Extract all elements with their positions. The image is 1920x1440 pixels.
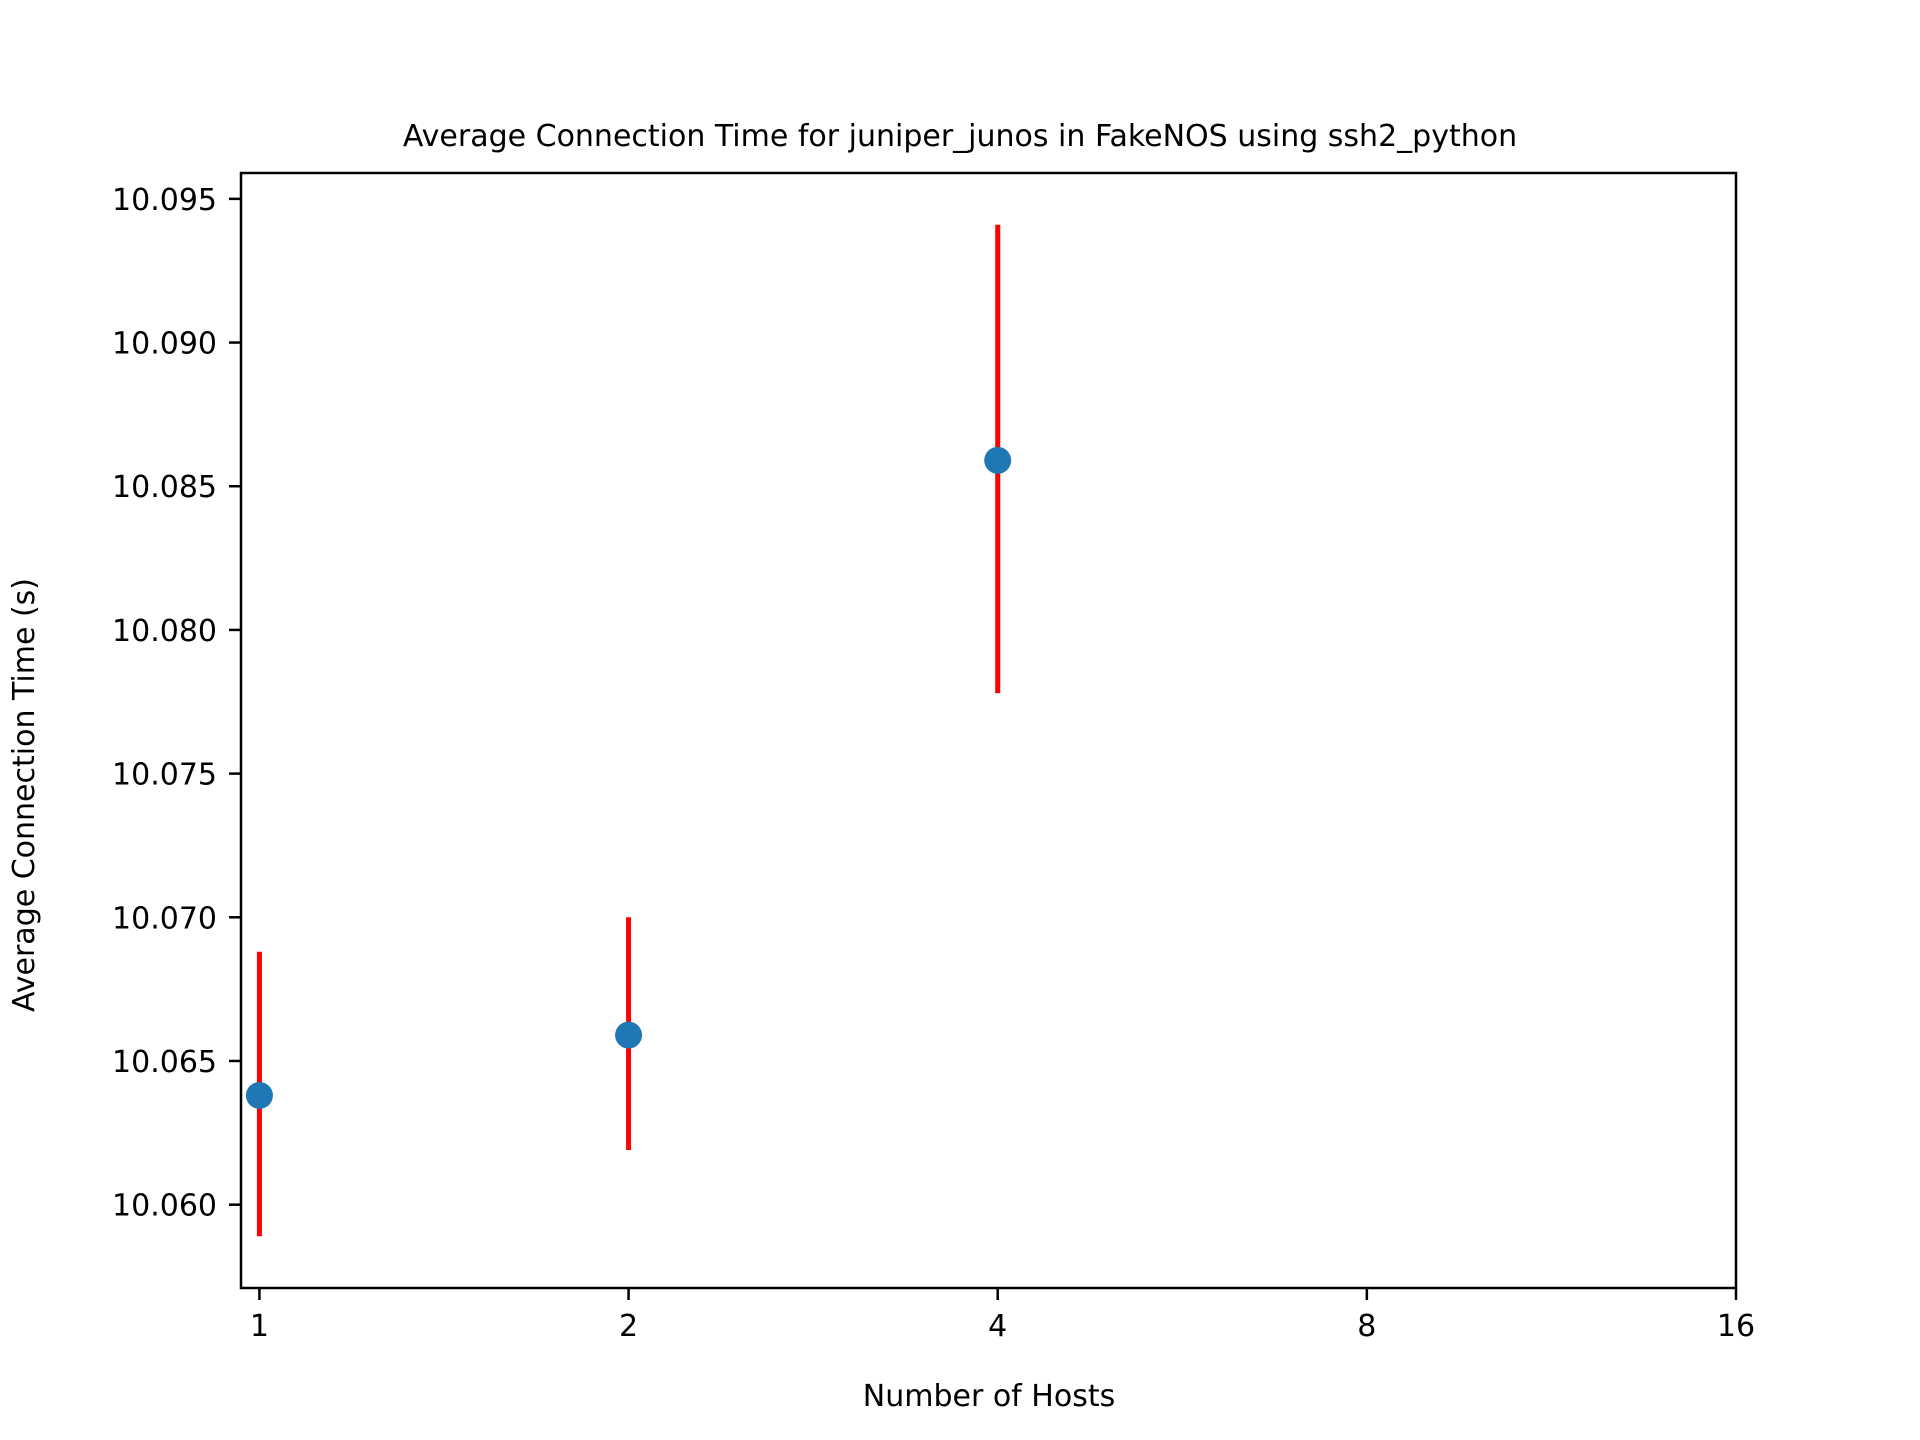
y-tick-label: 10.080 [112,614,217,649]
chart-title: Average Connection Time for juniper_juno… [403,119,1517,154]
y-axis-ticks: 10.060 10.065 10.070 10.075 10.080 10.085 10.0… [112,183,241,1224]
y-axis-label: Average Connection Time (s) [7,578,42,1012]
y-tick-label: 10.095 [112,183,217,218]
x-tick-label: 2 [619,1309,638,1344]
x-axis-label: Number of Hosts [863,1379,1115,1414]
y-tick-label: 10.070 [112,901,217,936]
y-tick-label: 10.075 [112,758,217,793]
x-tick-label: 4 [988,1309,1007,1344]
x-axis-ticks: 1 2 4 8 16 [250,1288,1755,1344]
y-tick-label: 10.085 [112,470,217,505]
y-tick-label: 10.090 [112,327,217,362]
y-tick-label: 10.060 [112,1189,217,1224]
data-point [615,1021,643,1049]
data-point [984,446,1012,474]
data-points [245,446,1012,1109]
x-tick-label: 1 [250,1309,269,1344]
error-bars [256,224,1001,1237]
plot-frame [239,171,1738,1290]
data-point [245,1081,273,1109]
x-tick-label: 8 [1357,1309,1376,1344]
x-tick-label: 16 [1717,1309,1755,1344]
y-tick-label: 10.065 [112,1045,217,1080]
